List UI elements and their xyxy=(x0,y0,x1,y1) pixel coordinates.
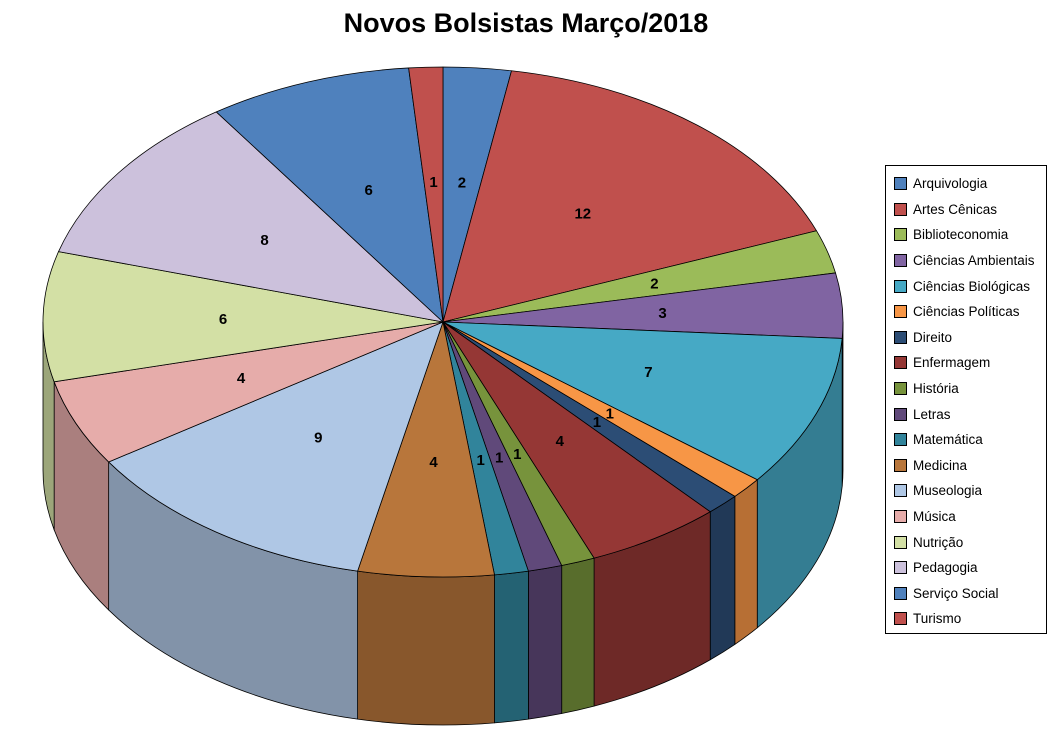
legend-item-letras: Letras xyxy=(894,401,1046,427)
legend-item-servico-social: Serviço Social xyxy=(894,581,1046,607)
legend-item-turismo: Turismo xyxy=(894,606,1046,632)
legend-label-servico-social: Serviço Social xyxy=(913,585,999,601)
pie-slice-side-medicina xyxy=(357,570,495,726)
legend-label-musica: Música xyxy=(913,509,956,525)
legend: Arquivologia Artes Cênicas Biblioteconomia… xyxy=(885,165,1047,634)
legend-item-ciencias-biologicas: Ciências Biológicas xyxy=(894,273,1046,299)
pie-slice-nutricao xyxy=(42,251,444,383)
legend-label-direito: Direito xyxy=(913,329,953,345)
data-label-biblioteconomia: 2 xyxy=(650,275,658,292)
legend-swatch-servico-social xyxy=(894,586,907,600)
legend-swatch-pedagogia xyxy=(894,561,907,575)
pie-slice-side-letras xyxy=(528,565,563,720)
legend-swatch-ciencias-biologicas xyxy=(894,279,907,293)
legend-label-medicina: Medicina xyxy=(913,457,968,473)
legend-item-ciencias-politicas: Ciências Políticas xyxy=(894,299,1046,325)
data-label-historia: 1 xyxy=(513,446,521,463)
data-label-turismo: 1 xyxy=(429,174,437,191)
legend-item-pedagogia: Pedagogia xyxy=(894,555,1046,581)
pie-slice-pedagogia xyxy=(58,111,444,323)
legend-swatch-biblioteconomia xyxy=(894,228,907,242)
legend-swatch-museologia xyxy=(894,484,907,498)
data-label-letras: 1 xyxy=(495,450,503,467)
legend-swatch-musica xyxy=(894,510,907,524)
pie-slice-artes-cenicas xyxy=(442,70,817,323)
legend-label-arquivologia: Arquivologia xyxy=(913,176,988,192)
legend-swatch-enfermagem xyxy=(894,356,907,370)
legend-swatch-arquivologia xyxy=(894,177,907,191)
legend-item-musica: Música xyxy=(894,504,1046,530)
legend-label-artes-cenicas: Artes Cênicas xyxy=(913,201,998,217)
data-label-enfermagem: 4 xyxy=(556,433,565,450)
pie-slice-side-matematica xyxy=(494,570,529,724)
legend-item-medicina: Medicina xyxy=(894,453,1046,479)
legend-swatch-ciencias-ambientais xyxy=(894,254,907,268)
legend-label-turismo: Turismo xyxy=(913,611,962,627)
data-label-nutricao: 6 xyxy=(219,311,227,328)
legend-swatch-ciencias-politicas xyxy=(894,305,907,319)
legend-swatch-medicina xyxy=(894,458,907,472)
data-label-pedagogia: 8 xyxy=(260,232,268,249)
legend-swatch-nutricao xyxy=(894,535,907,549)
legend-item-historia: História xyxy=(894,376,1046,402)
legend-item-ciencias-ambientais: Ciências Ambientais xyxy=(894,248,1046,274)
pie-slice-side-ciencias-politicas xyxy=(734,479,758,645)
legend-label-matematica: Matemática xyxy=(913,432,983,448)
data-label-museologia: 9 xyxy=(314,430,322,447)
legend-item-matematica: Matemática xyxy=(894,427,1046,453)
pie-slice-side-direito xyxy=(709,496,736,661)
data-label-medicina: 4 xyxy=(429,454,438,471)
legend-label-ciencias-ambientais: Ciências Ambientais xyxy=(913,253,1035,269)
legend-item-direito: Direito xyxy=(894,325,1046,351)
legend-label-letras: Letras xyxy=(913,406,951,422)
legend-item-museologia: Museologia xyxy=(894,478,1046,504)
chart-title: Novos Bolsistas Março/2018 xyxy=(343,8,709,38)
pie-slice-servico-social xyxy=(215,67,444,323)
pie-slice-musica xyxy=(53,321,444,463)
legend-item-artes-cenicas: Artes Cênicas xyxy=(894,197,1046,223)
legend-label-ciencias-biologicas: Ciências Biológicas xyxy=(913,278,1031,294)
data-label-ciencias-ambientais: 3 xyxy=(658,305,666,322)
legend-label-biblioteconomia: Biblioteconomia xyxy=(913,227,1009,243)
pie-slice-ciencias-biologicas xyxy=(442,321,843,481)
data-label-ciencias-biologicas: 7 xyxy=(644,364,652,381)
legend-label-ciencias-politicas: Ciências Políticas xyxy=(913,304,1020,320)
legend-item-arquivologia: Arquivologia xyxy=(894,171,1046,197)
data-label-direito: 1 xyxy=(593,414,601,431)
legend-swatch-matematica xyxy=(894,433,907,447)
legend-label-enfermagem: Enfermagem xyxy=(913,355,991,371)
pie-slice-museologia xyxy=(108,321,444,572)
legend-item-biblioteconomia: Biblioteconomia xyxy=(894,222,1046,248)
legend-item-nutricao: Nutrição xyxy=(894,529,1046,555)
legend-swatch-letras xyxy=(894,407,907,421)
data-label-ciencias-politicas: 1 xyxy=(606,405,614,422)
pie-slice-medicina xyxy=(357,321,495,578)
pie-slice-turismo xyxy=(408,66,444,323)
pie-slice-enfermagem xyxy=(442,321,711,559)
legend-swatch-direito xyxy=(894,330,907,344)
legend-label-nutricao: Nutrição xyxy=(913,534,964,550)
legend-label-pedagogia: Pedagogia xyxy=(913,560,978,576)
legend-label-museologia: Museologia xyxy=(913,483,983,499)
data-label-matematica: 1 xyxy=(477,452,485,469)
data-label-musica: 4 xyxy=(237,370,246,387)
data-label-servico-social: 6 xyxy=(365,182,373,199)
legend-label-historia: História xyxy=(913,381,959,397)
legend-swatch-historia xyxy=(894,382,907,396)
legend-swatch-turismo xyxy=(894,612,907,626)
data-label-artes-cenicas: 12 xyxy=(574,206,591,223)
pie-slice-side-historia xyxy=(561,557,595,714)
legend-swatch-artes-cenicas xyxy=(894,202,907,216)
data-label-arquivologia: 2 xyxy=(458,174,466,191)
legend-item-enfermagem: Enfermagem xyxy=(894,350,1046,376)
